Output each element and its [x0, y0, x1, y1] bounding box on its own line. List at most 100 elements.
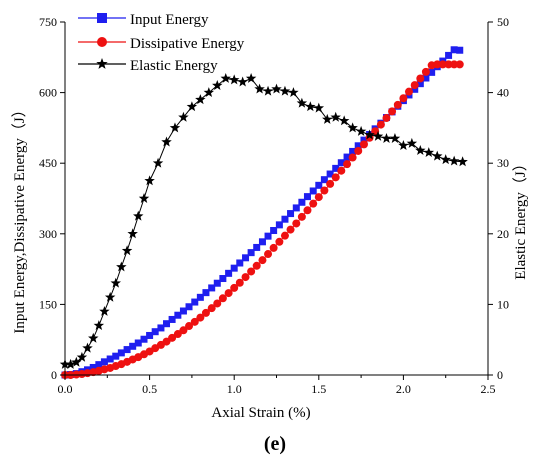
- data-point-input-energy: [287, 210, 295, 218]
- series-line-elastic-energy: [65, 77, 463, 365]
- x-tick-label: 2.0: [396, 382, 411, 396]
- data-point-elastic-energy: [93, 320, 105, 331]
- x-tick-label: 0.5: [142, 382, 157, 396]
- data-point-input-energy: [129, 342, 137, 350]
- data-point-elastic-energy: [169, 122, 181, 133]
- panel-label: (e): [264, 433, 286, 455]
- data-point-elastic-energy: [398, 140, 409, 150]
- data-point-dissipative-energy: [438, 60, 447, 69]
- data-point-input-energy: [258, 238, 266, 246]
- data-point-input-energy: [292, 204, 300, 212]
- data-point-dissipative-energy: [235, 278, 244, 287]
- data-point-input-energy: [281, 215, 289, 223]
- left-y-tick-label: 750: [39, 15, 57, 29]
- data-point-dissipative-energy: [269, 243, 278, 252]
- data-point-input-energy: [146, 331, 154, 339]
- series-line-dissipative-energy: [65, 63, 460, 376]
- data-point-dissipative-energy: [444, 60, 453, 69]
- data-point-elastic-energy: [133, 210, 144, 221]
- legend: Input Energy Dissipative Energy Elastic …: [78, 12, 245, 74]
- data-point-input-energy: [270, 227, 278, 235]
- data-point-dissipative-energy: [326, 179, 335, 188]
- data-point-dissipative-energy: [410, 81, 419, 90]
- data-point-input-energy: [163, 320, 171, 328]
- data-point-elastic-energy: [237, 76, 248, 87]
- data-point-dissipative-energy: [264, 250, 273, 259]
- data-point-input-energy: [89, 363, 97, 371]
- data-point-input-energy: [303, 193, 311, 201]
- data-point-elastic-energy: [116, 261, 127, 272]
- data-point-elastic-energy: [104, 291, 116, 302]
- right-y-axis-title: Elastic Energy（J）: [512, 156, 529, 279]
- data-point-elastic-energy: [110, 277, 121, 288]
- x-axis-title: Axial Strain (%): [211, 405, 310, 421]
- data-point-elastic-energy: [330, 111, 341, 122]
- data-point-input-energy: [275, 221, 283, 229]
- data-point-elastic-energy: [121, 245, 133, 256]
- data-point-elastic-energy: [415, 144, 426, 155]
- data-point-elastic-energy: [279, 85, 291, 96]
- left-y-tick-label: 600: [39, 86, 57, 100]
- left-y-tick-label: 450: [39, 156, 57, 170]
- left-y-tick-label: 300: [39, 227, 57, 241]
- data-point-input-energy: [117, 349, 125, 357]
- data-point-dissipative-energy: [303, 206, 312, 215]
- data-point-input-energy: [337, 159, 345, 167]
- data-point-input-energy: [298, 198, 306, 206]
- data-point-input-energy: [326, 170, 334, 178]
- data-point-input-energy: [179, 307, 187, 315]
- data-point-input-energy: [320, 176, 328, 184]
- data-point-dissipative-energy: [247, 267, 256, 276]
- data-point-input-energy: [191, 298, 199, 306]
- data-point-elastic-energy: [220, 72, 231, 83]
- data-point-input-energy: [309, 187, 317, 195]
- data-point-dissipative-energy: [275, 237, 284, 246]
- data-point-elastic-energy: [432, 150, 443, 161]
- x-tick-label: 1.5: [311, 382, 326, 396]
- data-point-input-energy: [140, 335, 148, 343]
- data-point-input-energy: [168, 315, 176, 323]
- data-point-dissipative-energy: [354, 146, 363, 155]
- data-point-input-energy: [264, 232, 272, 240]
- right-y-tick-label: 10: [497, 297, 509, 311]
- data-point-input-energy: [422, 74, 430, 82]
- data-point-dissipative-energy: [224, 289, 233, 298]
- data-point-elastic-energy: [71, 356, 82, 367]
- data-point-elastic-energy: [161, 136, 172, 147]
- data-point-elastic-energy: [296, 97, 308, 108]
- data-point-elastic-energy: [313, 102, 325, 113]
- data-point-dissipative-energy: [213, 299, 222, 308]
- data-point-elastic-energy: [423, 147, 435, 158]
- data-point-input-energy: [428, 68, 436, 76]
- data-point-elastic-energy: [288, 87, 299, 98]
- data-point-dissipative-energy: [168, 333, 177, 342]
- data-point-input-energy: [134, 339, 142, 347]
- data-point-dissipative-energy: [196, 313, 205, 322]
- data-point-dissipative-energy: [252, 261, 261, 270]
- axes: 0.0 0.5 1.0 1.5 2.0 2.50150300450600750010203…: [39, 15, 509, 396]
- data-point-elastic-energy: [65, 358, 76, 369]
- legend-label-dissipative-energy: Dissipative Energy: [130, 36, 245, 52]
- data-point-input-energy: [157, 324, 165, 332]
- data-point-input-energy: [151, 328, 159, 336]
- data-point-elastic-energy: [305, 101, 316, 112]
- data-point-input-energy: [343, 153, 351, 161]
- data-point-elastic-energy: [262, 85, 274, 96]
- data-point-input-energy: [112, 352, 120, 360]
- data-point-elastic-energy: [178, 111, 189, 122]
- data-point-elastic-energy: [440, 154, 451, 165]
- data-point-input-energy: [411, 85, 419, 93]
- data-point-dissipative-energy: [455, 60, 464, 69]
- data-point-elastic-energy: [355, 125, 367, 136]
- plot-area: [59, 46, 468, 379]
- data-point-dissipative-energy: [320, 186, 329, 195]
- x-tick-label: 2.5: [481, 382, 496, 396]
- data-point-dissipative-energy: [376, 120, 385, 129]
- data-point-dissipative-energy: [404, 87, 413, 96]
- right-y-tick-label: 20: [497, 227, 509, 241]
- data-point-dissipative-energy: [343, 160, 352, 169]
- data-point-input-energy: [332, 164, 340, 172]
- legend-marker-input-energy: [97, 13, 107, 23]
- data-point-elastic-energy: [76, 351, 88, 362]
